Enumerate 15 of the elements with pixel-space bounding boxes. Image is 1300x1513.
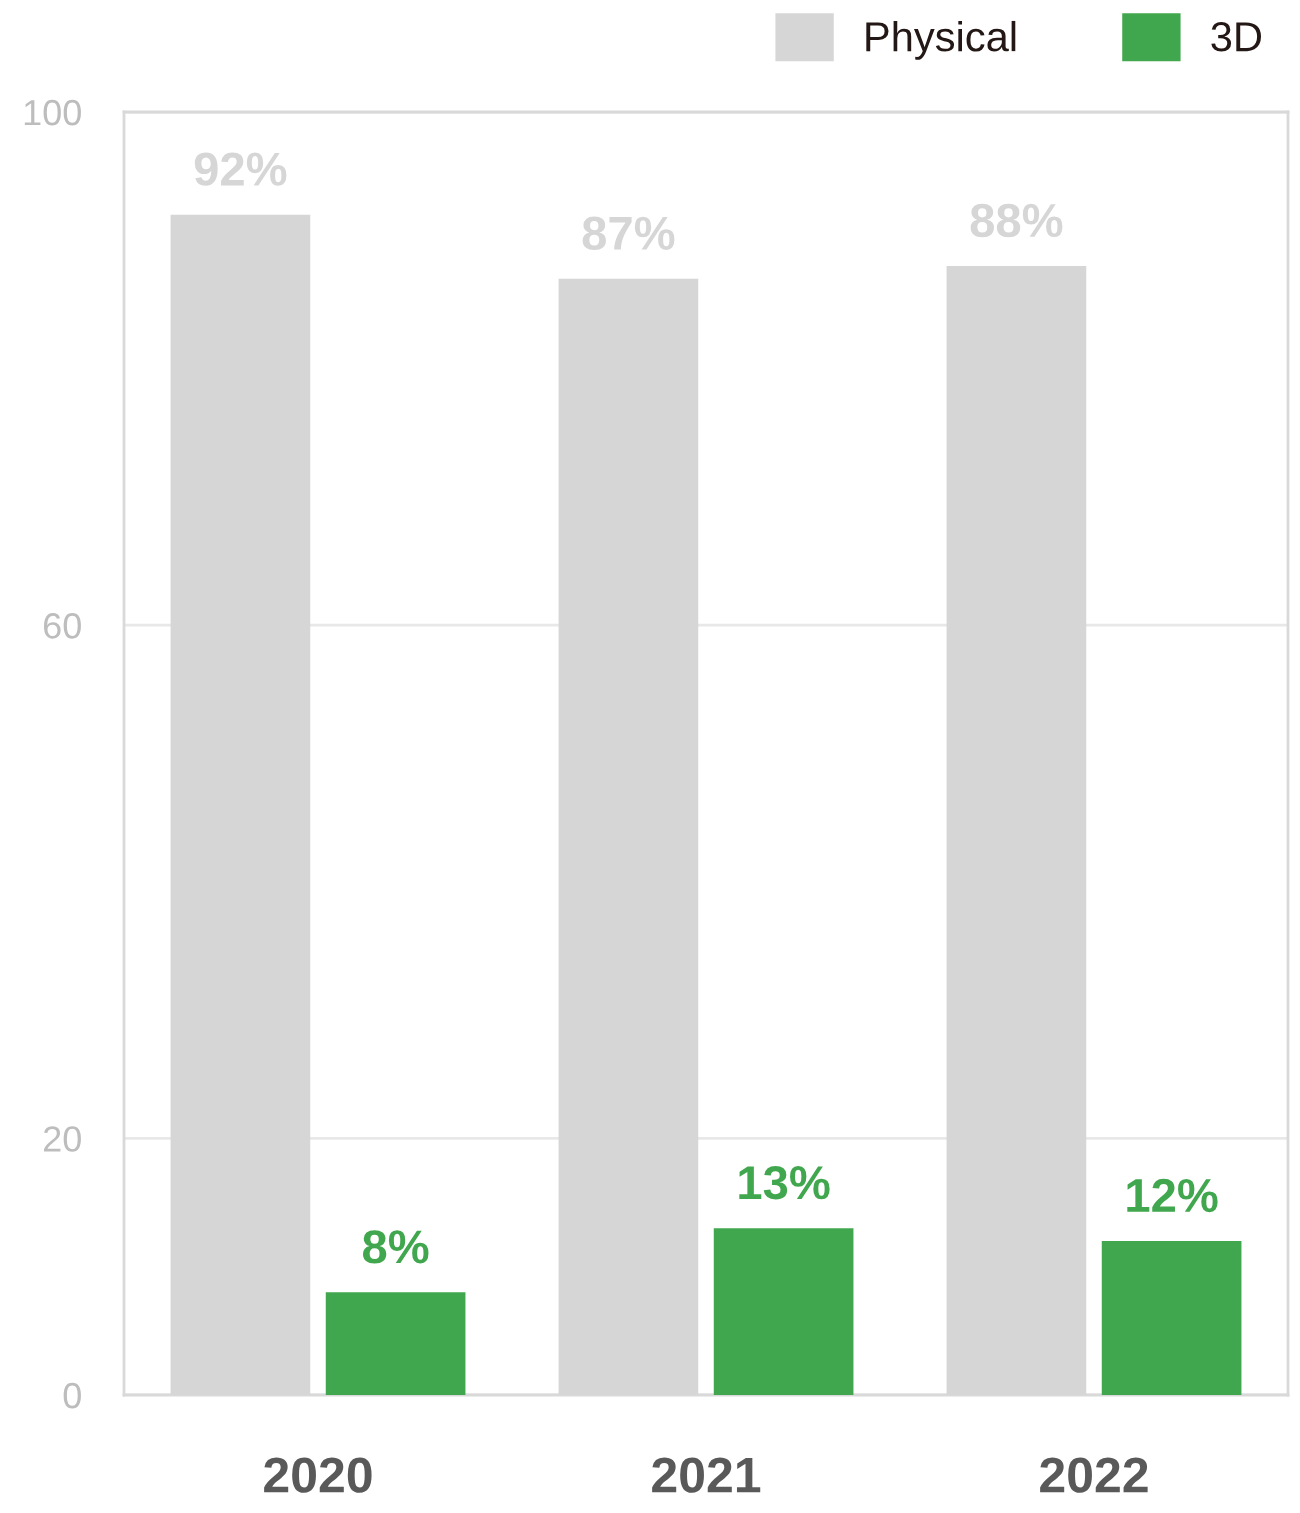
x-tick-label: 2020: [264, 1457, 372, 1493]
y-tick-label: 100: [24, 99, 81, 126]
data-label: 8%: [362, 1230, 429, 1264]
data-label: 13%: [739, 1165, 830, 1200]
bar: [1101, 1241, 1242, 1395]
x-tick-label: 2021: [652, 1457, 761, 1493]
y-tick-label: 20: [43, 1126, 81, 1152]
y-tick-label: 60: [44, 613, 81, 639]
x-tick-label: 2022: [1040, 1457, 1148, 1493]
bar: [325, 1292, 466, 1395]
legend-label: 3D: [1211, 22, 1262, 52]
y-tick-label: 0: [63, 1382, 81, 1409]
data-label: 12%: [1127, 1178, 1218, 1213]
bar: [713, 1228, 854, 1395]
legend-label: Physical: [866, 20, 1016, 60]
